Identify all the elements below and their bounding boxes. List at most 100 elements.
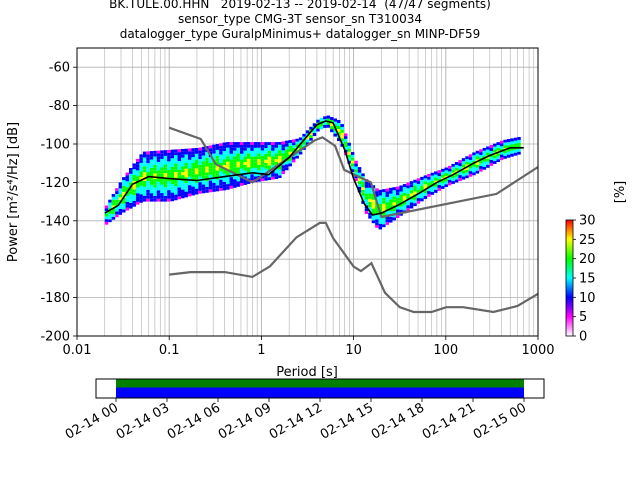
density-cell — [111, 216, 116, 220]
density-cell — [198, 153, 202, 157]
density-cell — [517, 139, 521, 143]
density-cell — [142, 154, 147, 158]
density-cell — [170, 152, 175, 156]
density-cell — [465, 167, 469, 170]
density-cell — [319, 123, 324, 127]
density-cell — [378, 198, 383, 202]
density-cell — [427, 179, 431, 183]
density-cell — [461, 161, 466, 165]
density-cell — [267, 159, 272, 163]
density-cell — [285, 143, 289, 147]
density-cell — [399, 197, 403, 201]
density-cell — [208, 160, 213, 163]
density-cell — [316, 119, 320, 123]
density-cell — [340, 135, 344, 139]
density-cell — [312, 132, 317, 137]
density-cell — [409, 184, 414, 188]
density-cell — [246, 181, 251, 184]
density-cell — [163, 164, 168, 168]
density-cell — [434, 174, 438, 178]
density-cell — [461, 158, 466, 162]
density-cell — [219, 179, 223, 183]
density-cell — [156, 150, 161, 154]
density-cell — [201, 152, 206, 156]
density-cell — [257, 150, 261, 154]
density-cell — [139, 199, 143, 203]
density-cell — [493, 155, 497, 159]
density-cell — [181, 189, 185, 193]
density-cell — [177, 166, 182, 170]
density-cell — [479, 163, 483, 167]
density-cell — [229, 159, 234, 163]
density-cell — [226, 144, 230, 148]
density-cell — [149, 153, 154, 157]
density-cell — [205, 154, 209, 158]
colorbar: 0 5 10 15 20 25 30 — [565, 214, 596, 345]
density-cell — [253, 159, 258, 163]
density-cell — [437, 187, 442, 191]
density-cell — [253, 165, 258, 168]
timeline-tick-label: 02-14 18 — [369, 400, 427, 442]
density-cell — [357, 172, 362, 176]
density-cell — [212, 144, 216, 148]
density-cell — [163, 167, 168, 171]
density-cell — [181, 151, 185, 155]
density-cell — [184, 163, 188, 166]
density-cell — [167, 190, 171, 193]
density-cell — [170, 172, 175, 176]
y-tick-label: -80 — [49, 99, 70, 114]
density-cell — [156, 159, 161, 162]
density-cell — [219, 143, 223, 147]
density-cell — [264, 177, 268, 181]
density-cell — [167, 198, 171, 202]
density-cell — [337, 125, 341, 130]
density-cell — [368, 184, 372, 188]
density-cell — [392, 202, 396, 206]
density-cell — [194, 185, 199, 189]
density-cell — [298, 145, 303, 149]
density-cell — [461, 170, 466, 174]
density-cell — [142, 178, 147, 182]
density-cell — [153, 179, 157, 182]
density-cell — [399, 203, 403, 207]
density-cell — [215, 152, 220, 156]
density-cell — [149, 151, 154, 154]
density-cell — [111, 196, 116, 200]
density-cell — [392, 187, 396, 191]
density-cell — [243, 162, 247, 165]
density-cell — [212, 150, 216, 154]
density-cell — [125, 207, 130, 211]
density-cell — [264, 156, 268, 160]
density-cell — [309, 126, 313, 130]
density-cell — [402, 189, 407, 193]
density-cell — [194, 174, 199, 178]
density-cell — [191, 160, 195, 163]
density-cell — [239, 182, 244, 186]
density-cell — [291, 145, 296, 149]
density-cell — [257, 167, 261, 171]
density-cell — [392, 196, 396, 200]
density-cell — [222, 179, 227, 182]
density-cell — [146, 160, 150, 164]
density-cell — [288, 142, 292, 146]
density-cell — [399, 209, 403, 213]
density-cell — [184, 157, 188, 161]
density-cell — [229, 168, 234, 172]
density-cell — [170, 161, 175, 164]
density-cell — [236, 164, 240, 168]
density-cell — [239, 168, 244, 172]
density-cell — [233, 179, 237, 183]
density-cell — [354, 178, 358, 182]
density-cell — [371, 194, 376, 197]
density-cell — [461, 176, 466, 180]
density-cell — [368, 193, 372, 197]
density-cell — [184, 194, 188, 198]
density-cell — [267, 145, 272, 148]
density-cell — [153, 190, 157, 194]
density-cell — [430, 175, 435, 179]
density-cell — [517, 148, 521, 152]
density-cell — [187, 173, 192, 177]
density-cell — [132, 172, 136, 175]
density-cell — [129, 170, 133, 174]
density-cell — [191, 192, 195, 196]
